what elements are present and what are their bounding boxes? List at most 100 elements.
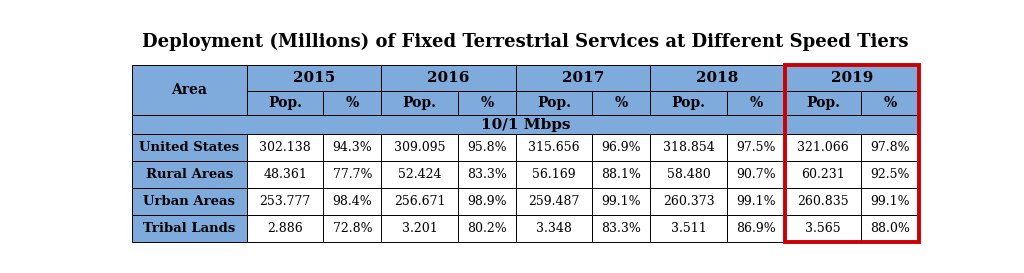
Bar: [132, 134, 247, 161]
Bar: [784, 188, 861, 215]
Text: 3.348: 3.348: [537, 222, 572, 235]
Bar: [784, 161, 861, 188]
Text: 315.656: 315.656: [528, 141, 580, 154]
Text: 86.9%: 86.9%: [736, 222, 776, 235]
Bar: [593, 215, 650, 242]
Text: 80.2%: 80.2%: [467, 222, 507, 235]
Bar: [324, 161, 381, 188]
Text: 2017: 2017: [562, 71, 604, 85]
Text: Tribal Lands: Tribal Lands: [143, 222, 236, 235]
Bar: [381, 161, 458, 188]
Bar: [381, 215, 458, 242]
Text: 10/1 Mbps: 10/1 Mbps: [481, 118, 570, 132]
Bar: [458, 215, 516, 242]
Bar: [381, 91, 458, 115]
Bar: [458, 161, 516, 188]
Bar: [784, 91, 861, 115]
Text: 88.1%: 88.1%: [601, 168, 641, 181]
Bar: [650, 65, 784, 91]
Bar: [247, 215, 324, 242]
Bar: [727, 188, 784, 215]
Text: 56.169: 56.169: [532, 168, 575, 181]
Bar: [381, 65, 516, 91]
Bar: [324, 188, 381, 215]
Text: 3.565: 3.565: [805, 222, 841, 235]
Bar: [247, 134, 324, 161]
Bar: [458, 188, 516, 215]
Text: 90.7%: 90.7%: [736, 168, 775, 181]
Bar: [247, 65, 381, 91]
Bar: [516, 65, 650, 91]
Bar: [727, 91, 784, 115]
Text: Pop.: Pop.: [672, 96, 706, 110]
Bar: [458, 134, 516, 161]
Bar: [861, 134, 920, 161]
Bar: [381, 188, 458, 215]
Text: Pop.: Pop.: [402, 96, 436, 110]
Bar: [247, 161, 324, 188]
Bar: [784, 215, 861, 242]
Bar: [516, 91, 593, 115]
Bar: [650, 215, 727, 242]
Bar: [861, 188, 920, 215]
Bar: [132, 161, 247, 188]
Bar: [324, 134, 381, 161]
Bar: [516, 215, 593, 242]
Text: %: %: [884, 96, 897, 110]
Text: 52.424: 52.424: [398, 168, 441, 181]
Bar: [458, 91, 516, 115]
Text: 3.511: 3.511: [671, 222, 707, 235]
Text: 99.1%: 99.1%: [736, 195, 775, 208]
Text: 318.854: 318.854: [663, 141, 715, 154]
Bar: [593, 188, 650, 215]
Text: 302.138: 302.138: [259, 141, 311, 154]
Text: 99.1%: 99.1%: [601, 195, 641, 208]
Bar: [650, 91, 727, 115]
Text: 260.373: 260.373: [663, 195, 715, 208]
Text: 83.3%: 83.3%: [467, 168, 507, 181]
Text: 60.231: 60.231: [801, 168, 845, 181]
Bar: [381, 134, 458, 161]
Bar: [132, 188, 247, 215]
Text: United States: United States: [139, 141, 240, 154]
Text: 98.9%: 98.9%: [467, 195, 507, 208]
Text: 2019: 2019: [830, 71, 873, 85]
Bar: [784, 134, 861, 161]
Bar: [861, 215, 920, 242]
Bar: [516, 188, 593, 215]
Text: 95.8%: 95.8%: [467, 141, 507, 154]
Text: 2015: 2015: [293, 71, 335, 85]
Bar: [861, 161, 920, 188]
Text: 88.0%: 88.0%: [870, 222, 910, 235]
Text: 321.066: 321.066: [797, 141, 849, 154]
Text: %: %: [346, 96, 359, 110]
Text: %: %: [750, 96, 763, 110]
Bar: [727, 161, 784, 188]
Text: 256.671: 256.671: [394, 195, 445, 208]
Text: 96.9%: 96.9%: [601, 141, 641, 154]
Bar: [650, 188, 727, 215]
Text: 72.8%: 72.8%: [333, 222, 372, 235]
Text: Urban Areas: Urban Areas: [143, 195, 236, 208]
Bar: [247, 91, 324, 115]
Text: %: %: [480, 96, 494, 110]
Bar: [516, 161, 593, 188]
Text: 260.835: 260.835: [798, 195, 849, 208]
Bar: [727, 134, 784, 161]
Text: Rural Areas: Rural Areas: [145, 168, 233, 181]
Bar: [784, 65, 920, 242]
Text: 2.886: 2.886: [267, 222, 303, 235]
Text: Pop.: Pop.: [538, 96, 571, 110]
Bar: [247, 188, 324, 215]
Text: 259.487: 259.487: [528, 195, 580, 208]
Text: 58.480: 58.480: [667, 168, 711, 181]
Text: Pop.: Pop.: [806, 96, 840, 110]
Text: %: %: [614, 96, 628, 110]
Bar: [593, 134, 650, 161]
Text: 97.5%: 97.5%: [736, 141, 775, 154]
Text: 2016: 2016: [427, 71, 470, 85]
Bar: [593, 161, 650, 188]
Text: 94.3%: 94.3%: [333, 141, 373, 154]
Bar: [132, 65, 247, 115]
Text: Area: Area: [171, 83, 208, 97]
